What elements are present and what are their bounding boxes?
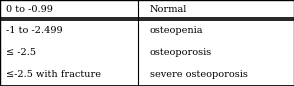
- Text: -1 to -2.499: -1 to -2.499: [6, 26, 63, 35]
- Text: 0 to -0.99: 0 to -0.99: [6, 5, 53, 14]
- Text: ≤-2.5 with fracture: ≤-2.5 with fracture: [6, 70, 101, 79]
- Text: severe osteoporosis: severe osteoporosis: [150, 70, 248, 79]
- Text: osteoporosis: osteoporosis: [150, 48, 212, 57]
- Text: osteopenia: osteopenia: [150, 26, 203, 35]
- Text: ≤ -2.5: ≤ -2.5: [6, 48, 36, 57]
- Text: Normal: Normal: [150, 5, 187, 14]
